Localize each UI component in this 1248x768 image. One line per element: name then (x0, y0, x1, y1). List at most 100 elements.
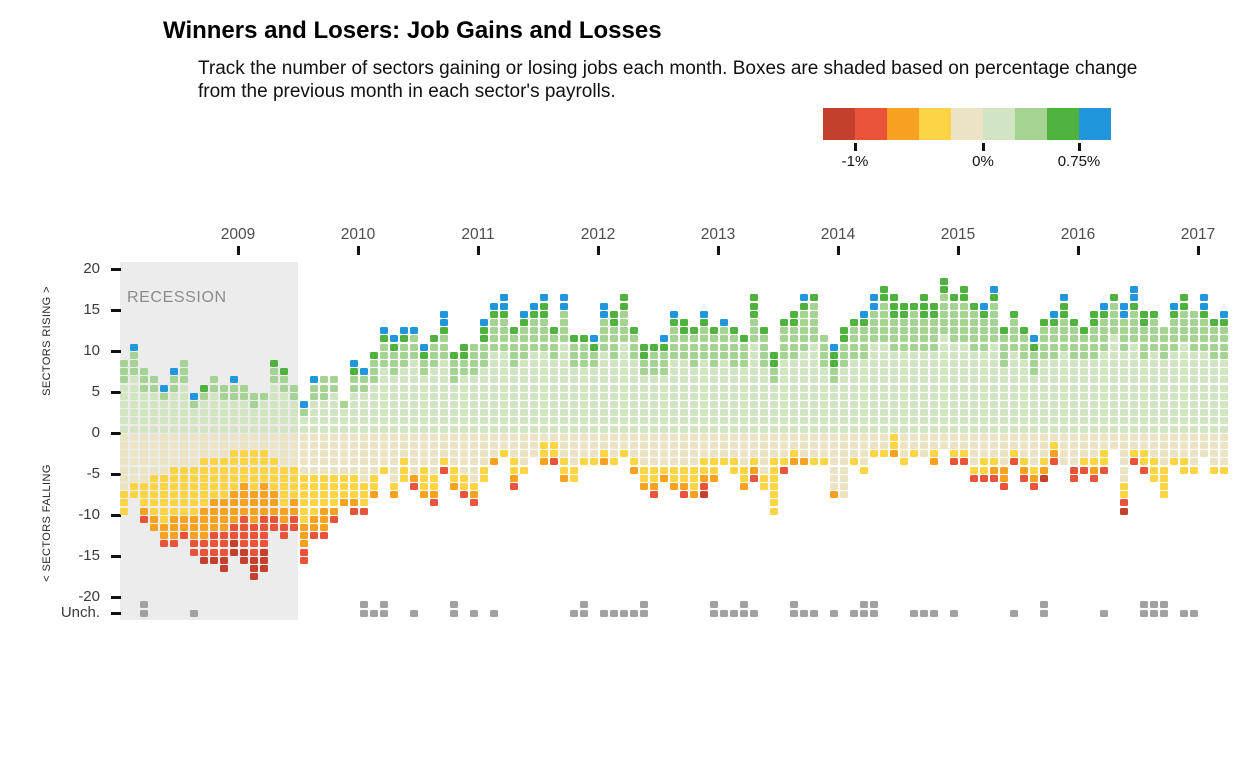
sector-box-rising[interactable] (270, 392, 278, 400)
sector-box-rising[interactable] (500, 343, 508, 351)
sector-box-rising[interactable] (370, 351, 378, 359)
sector-box-falling[interactable] (160, 507, 168, 515)
sector-box-falling[interactable] (850, 442, 858, 449)
sector-box-rising[interactable] (1150, 368, 1158, 376)
sector-box-rising[interactable] (840, 392, 848, 400)
sector-box-rising[interactable] (880, 401, 888, 408)
sector-box-rising[interactable] (880, 351, 888, 359)
sector-box-rising[interactable] (720, 343, 728, 351)
sector-box-unchanged[interactable] (800, 609, 808, 617)
sector-box-rising[interactable] (990, 351, 998, 359)
sector-box-rising[interactable] (910, 376, 918, 384)
sector-box-rising[interactable] (870, 310, 878, 318)
sector-box-falling[interactable] (260, 433, 268, 441)
sector-box-rising[interactable] (980, 417, 988, 425)
sector-box-falling[interactable] (240, 458, 248, 466)
sector-box-falling[interactable] (480, 433, 488, 441)
sector-box-rising[interactable] (1110, 417, 1118, 425)
sector-box-falling[interactable] (350, 442, 358, 449)
sector-box-rising[interactable] (410, 343, 418, 351)
sector-box-rising[interactable] (280, 376, 288, 384)
sector-box-falling[interactable] (300, 442, 308, 449)
sector-box-falling[interactable] (1050, 433, 1058, 441)
sector-box-falling[interactable] (1140, 458, 1148, 466)
sector-box-rising[interactable] (1090, 335, 1098, 343)
sector-box-rising[interactable] (720, 360, 728, 367)
sector-box-rising[interactable] (230, 401, 238, 408)
sector-box-rising[interactable] (880, 310, 888, 318)
sector-box-falling[interactable] (720, 433, 728, 441)
sector-box-rising[interactable] (720, 392, 728, 400)
sector-box-rising[interactable] (280, 425, 288, 433)
sector-box-rising[interactable] (1120, 327, 1128, 335)
sector-box-rising[interactable] (800, 319, 808, 326)
sector-box-unchanged[interactable] (830, 609, 838, 617)
sector-box-falling[interactable] (450, 450, 458, 458)
sector-box-rising[interactable] (1040, 417, 1048, 425)
sector-box-falling[interactable] (990, 474, 998, 482)
sector-box-rising[interactable] (470, 417, 478, 425)
sector-box-rising[interactable] (400, 335, 408, 343)
sector-box-rising[interactable] (1220, 425, 1228, 433)
sector-box-rising[interactable] (570, 360, 578, 367)
sector-box-falling[interactable] (470, 499, 478, 507)
sector-box-falling[interactable] (560, 450, 568, 458)
sector-box-rising[interactable] (620, 401, 628, 408)
sector-box-falling[interactable] (250, 532, 258, 540)
sector-box-rising[interactable] (630, 335, 638, 343)
sector-box-falling[interactable] (150, 433, 158, 441)
sector-box-rising[interactable] (1090, 310, 1098, 318)
sector-box-falling[interactable] (190, 474, 198, 482)
sector-box-unchanged[interactable] (600, 609, 608, 617)
sector-box-rising[interactable] (480, 335, 488, 343)
sector-box-falling[interactable] (370, 433, 378, 441)
sector-box-falling[interactable] (300, 499, 308, 507)
sector-box-falling[interactable] (640, 442, 648, 449)
sector-box-rising[interactable] (1190, 368, 1198, 376)
sector-box-rising[interactable] (900, 376, 908, 384)
sector-box-falling[interactable] (870, 442, 878, 449)
sector-box-rising[interactable] (500, 335, 508, 343)
sector-box-rising[interactable] (1170, 343, 1178, 351)
sector-box-rising[interactable] (160, 401, 168, 408)
sector-box-falling[interactable] (1030, 474, 1038, 482)
sector-box-falling[interactable] (970, 433, 978, 441)
sector-box-rising[interactable] (530, 368, 538, 376)
sector-box-rising[interactable] (820, 376, 828, 384)
sector-box-falling[interactable] (430, 458, 438, 466)
sector-box-rising[interactable] (870, 376, 878, 384)
sector-box-rising[interactable] (490, 319, 498, 326)
sector-box-rising[interactable] (670, 409, 678, 417)
sector-box-rising[interactable] (550, 351, 558, 359)
sector-box-falling[interactable] (1080, 466, 1088, 474)
sector-box-falling[interactable] (200, 491, 208, 499)
sector-box-rising[interactable] (440, 351, 448, 359)
sector-box-rising[interactable] (170, 425, 178, 433)
sector-box-rising[interactable] (1140, 368, 1148, 376)
sector-box-falling[interactable] (490, 458, 498, 466)
sector-box-falling[interactable] (980, 442, 988, 449)
sector-box-falling[interactable] (390, 458, 398, 466)
sector-box-falling[interactable] (1080, 442, 1088, 449)
sector-box-rising[interactable] (750, 294, 758, 302)
sector-box-falling[interactable] (980, 433, 988, 441)
sector-box-unchanged[interactable] (370, 609, 378, 617)
sector-box-falling[interactable] (290, 474, 298, 482)
sector-box-falling[interactable] (630, 450, 638, 458)
sector-box-falling[interactable] (1030, 483, 1038, 490)
sector-box-falling[interactable] (980, 466, 988, 474)
sector-box-falling[interactable] (680, 458, 688, 466)
sector-box-rising[interactable] (630, 392, 638, 400)
sector-box-rising[interactable] (380, 392, 388, 400)
sector-box-rising[interactable] (510, 376, 518, 384)
sector-box-falling[interactable] (760, 458, 768, 466)
sector-box-unchanged[interactable] (410, 609, 418, 617)
sector-box-falling[interactable] (460, 491, 468, 499)
sector-box-falling[interactable] (450, 483, 458, 490)
sector-box-rising[interactable] (890, 401, 898, 408)
sector-box-falling[interactable] (720, 458, 728, 466)
sector-box-falling[interactable] (290, 491, 298, 499)
sector-box-rising[interactable] (870, 327, 878, 335)
sector-box-rising[interactable] (990, 409, 998, 417)
sector-box-rising[interactable] (660, 351, 668, 359)
